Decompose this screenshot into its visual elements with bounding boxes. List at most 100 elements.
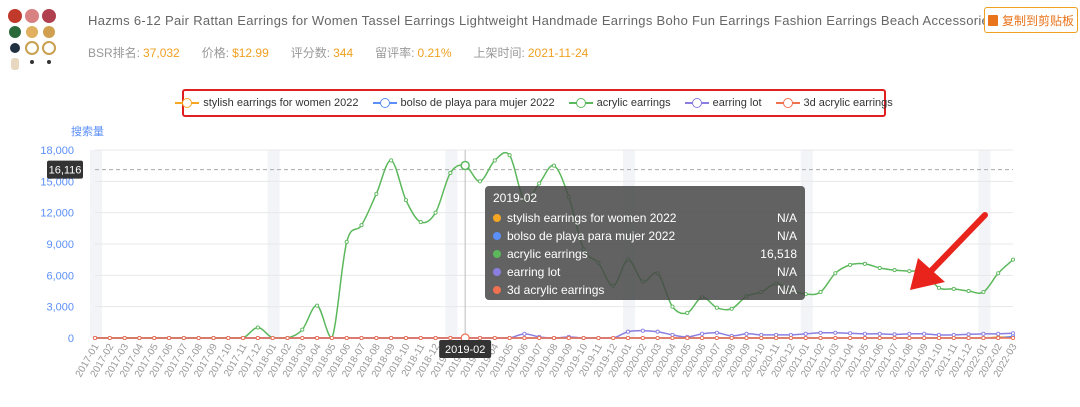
y-tick-label: 12,000 (40, 208, 74, 220)
clipboard-icon (987, 14, 998, 26)
data-point (344, 335, 349, 341)
data-point (966, 288, 971, 294)
data-point (714, 305, 719, 310)
data-point (611, 335, 616, 341)
tooltip-row-name: earring lot (507, 265, 561, 279)
data-point (655, 335, 660, 341)
y-tick-label: 0 (68, 333, 74, 345)
legend-marker-icon (372, 98, 397, 108)
data-point (907, 269, 912, 274)
data-point (1010, 331, 1016, 336)
data-point (359, 335, 364, 341)
data-point (774, 335, 779, 341)
legend-item-bolso-de-playa[interactable]: bolso de playa para mujer 2022 (372, 97, 555, 109)
tooltip-row-name: acrylic earrings (507, 247, 588, 261)
tooltip-title: 2019-02 (493, 191, 538, 205)
legend-item-earring-lot[interactable]: earring lot (684, 97, 762, 109)
legend-label: acrylic earrings (596, 97, 671, 109)
series-dot-icon (493, 214, 501, 222)
data-point (433, 335, 438, 341)
data-point (226, 335, 231, 341)
data-point (492, 158, 497, 163)
data-point (670, 304, 675, 309)
product-image (8, 9, 56, 70)
highlight-point (460, 160, 470, 171)
legend-marker-icon (775, 98, 800, 108)
data-point (255, 335, 260, 341)
product-title: Hazms 6-12 Pair Rattan Earrings for Wome… (88, 13, 1066, 28)
series-dot-icon (493, 250, 501, 258)
data-point (300, 327, 305, 332)
product-metrics: BSR排名: 37,032 价格: $12.99 评分数: 344 留评率: 0.21%… (88, 44, 588, 61)
tooltip-row: acrylic earrings 16,518 (493, 245, 797, 263)
data-point (833, 335, 838, 341)
annotation-arrowhead-icon (910, 258, 945, 290)
y-tick-label: 9,000 (46, 239, 74, 251)
data-point (152, 335, 157, 341)
data-point (374, 335, 379, 341)
legend-item-3d-acrylic-earrings[interactable]: 3d acrylic earrings (775, 97, 893, 109)
chart-tooltip: 2019-02 stylish earrings for women 2022 … (485, 186, 805, 300)
tooltip-row-name: stylish earrings for women 2022 (507, 211, 677, 225)
data-point (685, 310, 690, 315)
data-point (700, 331, 705, 336)
data-point (122, 335, 127, 341)
data-point (1010, 335, 1016, 341)
data-point (862, 335, 867, 341)
data-point (848, 331, 853, 336)
data-point (537, 181, 542, 186)
legend-item-acrylic-earrings[interactable]: acrylic earrings (568, 97, 671, 109)
series-dot-icon (493, 268, 501, 276)
data-point (744, 335, 749, 341)
tooltip-row-name: bolso de playa para mujer 2022 (507, 229, 676, 243)
data-point (448, 335, 453, 341)
tooltip-row: bolso de playa para mujer 2022 N/A (493, 227, 797, 245)
data-point (877, 265, 882, 271)
data-point (270, 335, 275, 341)
metric-listing-date: 上架时间: 2021-11-24 (473, 46, 589, 60)
metric-review-rate: 留评率: 0.21% (375, 46, 452, 60)
data-point (803, 331, 808, 336)
y-tick-label: 6,000 (46, 270, 74, 282)
data-point (818, 289, 823, 295)
data-point (714, 330, 719, 335)
tooltip-row-value: N/A (776, 265, 797, 279)
data-point (359, 223, 364, 228)
legend-item-stylish-earrings[interactable]: stylish earrings for women 2022 (175, 97, 359, 109)
data-point (374, 191, 379, 196)
series-dot-icon (493, 286, 501, 294)
data-point (433, 210, 438, 215)
metric-bsr: BSR排名: 37,032 (88, 46, 180, 60)
tooltip-row-name: 3d acrylic earrings (507, 283, 605, 297)
y-tick-label: 3,000 (46, 302, 74, 314)
data-point (403, 335, 408, 341)
data-point (833, 271, 838, 276)
data-point (477, 179, 483, 184)
data-point (315, 303, 320, 308)
data-point (596, 335, 601, 341)
data-point (922, 335, 927, 341)
data-point (655, 329, 660, 334)
tooltip-row: earring lot N/A (493, 263, 797, 281)
data-point (818, 330, 823, 335)
data-point (892, 335, 897, 341)
tooltip-row: stylish earrings for women 2022 N/A (493, 209, 797, 227)
legend-label: 3d acrylic earrings (803, 97, 893, 109)
data-point (566, 335, 571, 341)
copy-to-clipboard-button[interactable]: 复制到剪贴板 (984, 7, 1078, 33)
data-point (759, 335, 764, 341)
data-point (625, 335, 631, 341)
data-point (996, 331, 1001, 336)
data-point (788, 335, 793, 341)
series-dot-icon (493, 232, 501, 240)
metric-rating-count: 评分数: 344 (290, 46, 354, 60)
data-point (951, 286, 956, 291)
copy-button-label: 复制到剪贴板 (1001, 13, 1074, 28)
data-point (877, 335, 882, 341)
legend-label: earring lot (712, 97, 762, 109)
data-point (418, 220, 423, 225)
data-point (848, 335, 853, 341)
annotation-arrow-icon (927, 212, 988, 275)
data-point (329, 335, 334, 341)
data-point (137, 335, 142, 341)
